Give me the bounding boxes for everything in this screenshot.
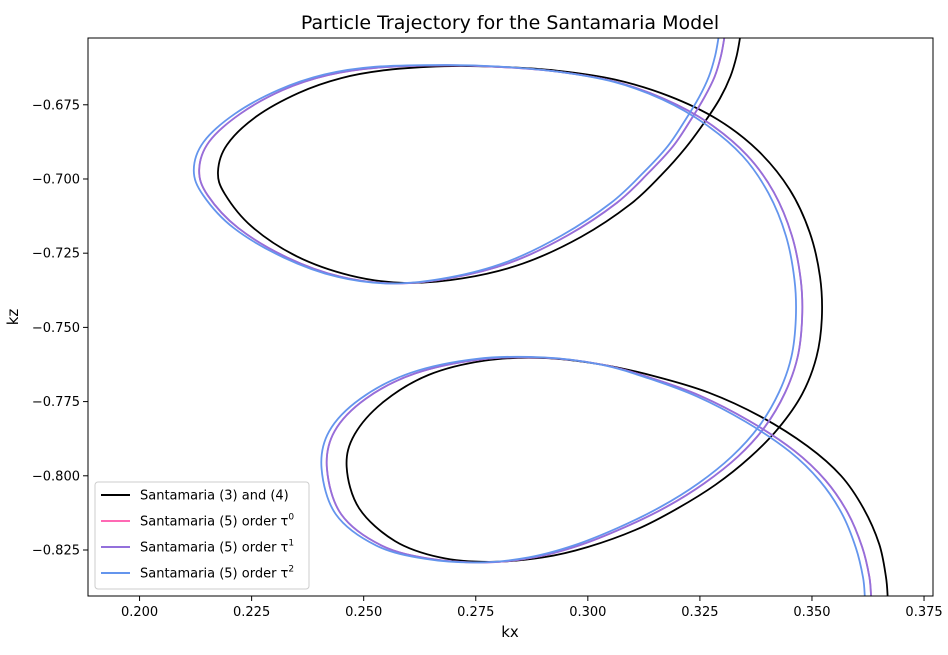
x-tick-label: 0.325 — [681, 605, 718, 620]
y-tick-label: −0.675 — [32, 98, 80, 113]
y-tick-label: −0.725 — [32, 247, 80, 262]
x-tick-label: 0.225 — [233, 605, 270, 620]
legend: Santamaria (3) and (4) Santamaria (5) ord… — [94, 481, 310, 590]
legend-label-text: Santamaria (5) order τ — [140, 515, 289, 530]
y-tick-label: −0.775 — [32, 395, 80, 410]
x-tick-label: 0.375 — [905, 605, 942, 620]
legend-box — [94, 481, 310, 590]
x-tick-label: 0.350 — [793, 605, 830, 620]
x-axis-label: kx — [501, 623, 519, 641]
x-tick-label: 0.275 — [457, 605, 494, 620]
y-tick-label: −0.750 — [32, 321, 80, 336]
plot-frame — [87, 37, 934, 597]
legend-label-superscript: 1 — [288, 539, 294, 549]
y-axis: −0.675 −0.700 −0.725 −0.750 −0.775 −0.800 −0.8… — [32, 98, 88, 558]
series-line-3 — [192, 38, 866, 596]
series-layer — [192, 38, 889, 596]
x-tick-label: 0.200 — [121, 605, 158, 620]
y-tick-label: −0.800 — [32, 469, 80, 484]
y-tick-label: −0.700 — [32, 172, 80, 187]
legend-label-text: Santamaria (5) order τ — [140, 567, 289, 582]
legend-entries: Santamaria (3) and (4) Santamaria (5) ord… — [101, 489, 294, 582]
legend-label-text: Santamaria (5) order τ — [140, 541, 289, 556]
x-tick-label: 0.300 — [569, 605, 606, 620]
legend-entry-label: Santamaria (5) order τ2 — [140, 565, 294, 582]
legend-entry-label: Santamaria (5) order τ0 — [140, 513, 294, 530]
legend-entry-label: Santamaria (5) order τ1 — [140, 539, 294, 556]
x-axis: 0.200 0.225 0.250 0.275 0.300 0.325 0.350 0.375 — [121, 596, 943, 620]
legend-entry-label: Santamaria (3) and (4) — [140, 489, 289, 504]
chart-title: Particle Trajectory for the Santamaria M… — [301, 12, 719, 34]
y-axis-label: kz — [4, 309, 22, 326]
y-tick-label: −0.825 — [32, 543, 80, 558]
x-tick-label: 0.250 — [345, 605, 382, 620]
legend-label-superscript: 0 — [288, 513, 294, 523]
legend-label-superscript: 2 — [288, 565, 294, 575]
legend-label-text: Santamaria (3) and (4) — [140, 489, 289, 504]
